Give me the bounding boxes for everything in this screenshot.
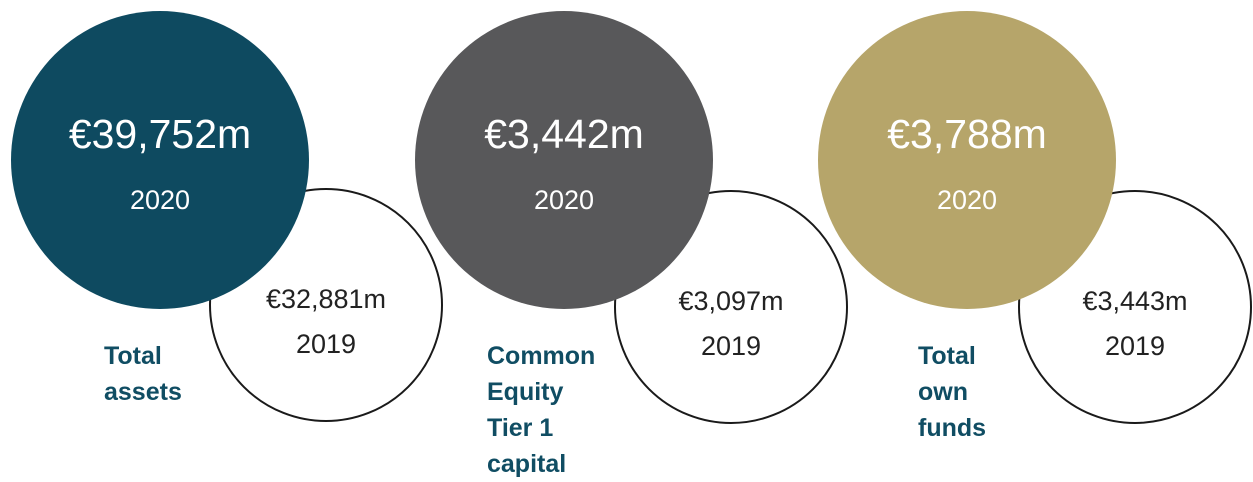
year-2019: 2019: [700, 331, 762, 361]
metric-label-line: funds: [918, 414, 987, 442]
year-2020: 2020: [533, 185, 595, 215]
year-2020: 2020: [936, 185, 998, 215]
metric-label: Total own funds: [918, 338, 986, 446]
value-2019: €32,881m: [265, 284, 387, 314]
metric-label-line: capital: [487, 450, 567, 478]
metric-label-line: Total: [918, 342, 976, 370]
metric-label-line: Total: [104, 342, 162, 370]
metric-label: Total assets: [104, 338, 182, 410]
value-2020: €3,788m: [887, 111, 1047, 157]
metric-label-line: own: [918, 378, 968, 406]
metric-cet1-capital: €3,097m 2019 €3,442m 2020 Common Equity …: [404, 0, 848, 478]
circle-2019: €3,443m 2019: [1018, 190, 1252, 424]
metric-total-own-funds: €3,443m 2019 €3,788m 2020 Total own fund…: [808, 0, 1252, 478]
circle-2020: €39,752m 2020: [11, 11, 309, 309]
metric-label-line: Common: [487, 342, 596, 370]
value-2020: €3,442m: [484, 111, 644, 157]
year-2019: 2019: [295, 329, 357, 359]
circle-2020: €3,442m 2020: [415, 11, 713, 309]
value-2019: €3,443m: [1082, 286, 1188, 316]
metric-label-line: assets: [104, 378, 182, 406]
circle-2020: €3,788m 2020: [818, 11, 1116, 309]
year-2019: 2019: [1104, 331, 1166, 361]
metric-total-assets: €32,881m 2019 €39,752m 2020 Total assets: [0, 0, 443, 478]
value-2019: €3,097m: [678, 286, 784, 316]
value-2020: €39,752m: [68, 111, 252, 157]
circle-2019: €3,097m 2019: [614, 190, 848, 424]
metric-label-line: Tier 1: [487, 414, 554, 442]
metric-label: Common Equity Tier 1 capital: [487, 338, 595, 482]
year-2020: 2020: [129, 185, 191, 215]
metric-label-line: Equity: [487, 378, 564, 406]
